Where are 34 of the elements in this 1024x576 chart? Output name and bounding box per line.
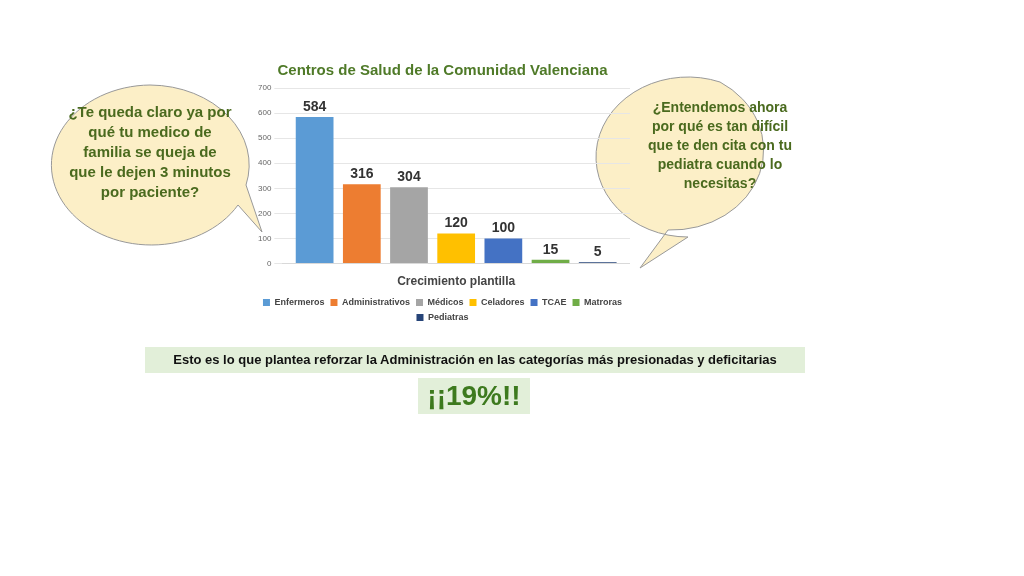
y-tick-label: 500 [257,133,272,143]
y-tick-label: 700 [257,83,272,93]
data-label: 5 [593,243,602,260]
y-tick-label: 100 [257,233,272,243]
data-label: 15 [542,240,559,257]
y-tick-label: 300 [257,183,272,193]
legend-label: Matroras [584,296,623,307]
y-tick-label: 400 [257,158,272,168]
bar [390,187,428,264]
data-label: 316 [350,165,374,182]
data-label: 304 [397,168,421,185]
bar [531,259,570,264]
y-tick-label: 200 [257,208,272,218]
legend-label: Pediatras [427,311,469,322]
y-tick-label: 600 [257,108,272,118]
bar [342,184,381,264]
legend-label: Administrativos [341,296,410,307]
data-label: 584 [302,97,327,114]
bar [437,233,476,264]
text: Esto es lo que plantea reforzar la Administración en las categorías más presionadas y deficitarias [145,347,805,373]
y-tick-label: 0 [266,258,272,268]
chart-title: Centros de Salud de la Comunidad Valenciana [277,61,609,79]
x-tick-label: Crecimiento plantilla [397,274,516,289]
bar [484,238,523,264]
data-label: 100 [491,219,516,236]
legend-label: TCAE [542,296,567,307]
bar [295,117,334,264]
legend-label: Enfermeros [274,296,325,307]
text: ¡¡19%!! [418,378,530,414]
legend-label: Médicos [427,296,464,307]
text: ¿Te queda claro ya por qué tu medico de familia se queja de que le dejen 3 minutos por paciente? [68,102,232,202]
legend-label: Celadores [481,296,525,307]
data-label: 120 [444,214,469,231]
text: ¿Entendemos ahora por qué es tan difícil que te den cita con tu pediatra cuando lo necesitas? [648,98,792,193]
